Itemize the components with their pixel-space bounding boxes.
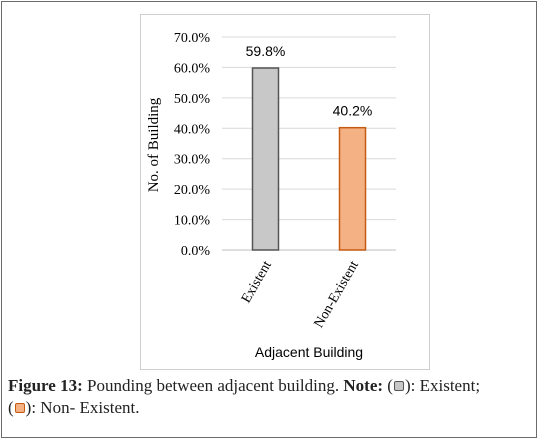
note-label: Note: — [343, 376, 384, 395]
y-tick-label: 0.0% — [181, 244, 211, 259]
x-axis-title: Adjacent Building — [255, 344, 363, 360]
x-tick-label: Non-Existent — [312, 258, 362, 330]
y-tick-label: 20.0% — [174, 183, 211, 198]
y-tick-label: 70.0% — [174, 31, 211, 46]
data-label: 59.8% — [246, 43, 286, 59]
existent-swatch-icon — [393, 381, 404, 392]
legend-existent: ): Existent; — [404, 376, 481, 395]
y-tick-label: 10.0% — [174, 214, 211, 229]
bar-existent — [251, 67, 280, 251]
y-tick-labels: 0.0% 10.0% 20.0% 30.0% 40.0% 50.0% 60.0% 70.0% — [174, 31, 211, 259]
data-labels: 59.8% 40.2% — [246, 43, 373, 119]
bars — [251, 67, 367, 251]
figure-caption: Figure 13: Pounding between adjacent bui… — [8, 376, 481, 417]
chart-area — [140, 14, 430, 370]
bar-non-existent — [338, 126, 367, 251]
x-tick-label: Existent — [239, 258, 275, 305]
y-tick-label: 40.0% — [174, 122, 211, 137]
data-label: 40.2% — [333, 103, 373, 119]
y-tick-label: 30.0% — [174, 153, 211, 168]
non-existent-swatch-icon — [14, 403, 25, 414]
x-tick-labels: Existent Non-Existent — [239, 258, 362, 330]
legend-non-existent: ): Non- Existent. — [25, 398, 140, 417]
y-axis-title: No. of Building — [146, 97, 162, 192]
gridlines — [222, 36, 396, 251]
y-tick-label: 50.0% — [174, 92, 211, 107]
y-tick-label: 60.0% — [174, 61, 211, 76]
figure-label: Figure 13: — [8, 376, 83, 395]
caption-text: Pounding between adjacent building. — [82, 376, 344, 395]
